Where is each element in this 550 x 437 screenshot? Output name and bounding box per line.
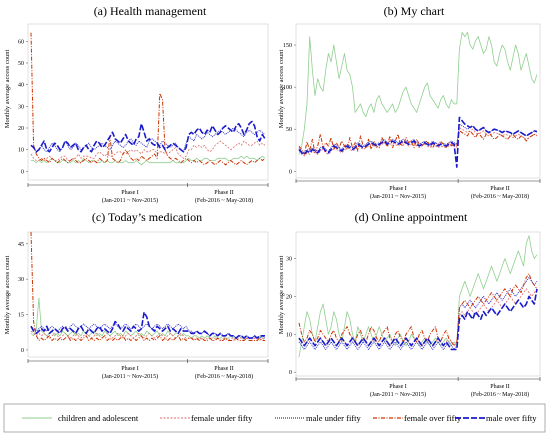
phase2-range: (Feb-2016 ~ May-2018) <box>195 373 253 380</box>
plot-frame <box>295 231 541 377</box>
legend-label-female-over-fifty: female over fifty <box>404 413 462 423</box>
y-tick-label: 50 <box>18 61 24 67</box>
legend-label-children: children and adolescent <box>58 413 139 423</box>
panel-online-appointment: (d) Online appointment Monthly average a… <box>278 210 541 398</box>
series-line-male_u50 <box>298 277 538 350</box>
phase1-label: Phase I <box>121 190 139 196</box>
legend: children and adolescent female under fif… <box>3 403 546 433</box>
y-tick-label: 45 <box>18 242 24 248</box>
phase2-label: Phase II <box>214 190 234 196</box>
y-axis-label: Monthly average access count <box>278 50 285 129</box>
series-line-children <box>31 155 266 166</box>
series-line-female_u50 <box>30 330 266 341</box>
series-line-female_o50 <box>30 231 265 341</box>
legend-box <box>3 403 546 433</box>
y-tick-label: 0 <box>289 370 292 376</box>
series-line-female_u50 <box>298 127 538 157</box>
panel-title: (d) Online appointment <box>355 210 468 224</box>
y-axis-label: Monthly average access count <box>278 256 285 335</box>
phase1-range: (Jan-2011 ~ Nov-2015) <box>370 391 426 398</box>
legend-label-female-under-fifty: female under fifty <box>191 413 253 423</box>
y-tick-label: 10 <box>18 148 24 154</box>
y-tick-label: 10 <box>286 332 292 338</box>
phase2-label: Phase II <box>214 366 234 372</box>
phase1-label: Phase I <box>389 384 407 390</box>
y-tick-label: 30 <box>18 104 24 110</box>
series-line-female_o50 <box>30 32 266 166</box>
panel-my-chart: (b) My chart Monthly average access coun… <box>278 4 541 200</box>
y-tick-label: 40 <box>18 83 24 89</box>
legend-label-male-under-fifty: male under fifty <box>306 413 362 423</box>
phase1-range: (Jan-2011 ~ Nov-2015) <box>102 197 158 204</box>
y-tick-label: 30 <box>286 257 292 263</box>
phase1-label: Phase I <box>121 366 139 372</box>
series-line-children <box>298 32 538 155</box>
series-line-female_u50 <box>30 140 266 161</box>
series-line-female_o50 <box>298 273 538 347</box>
y-tick-label: 50 <box>286 127 292 133</box>
series-line-male_o50 <box>30 120 266 153</box>
y-tick-label: 60 <box>18 39 24 45</box>
y-tick-label: 20 <box>286 294 292 300</box>
phase2-range: (Feb-2016 ~ May-2018) <box>471 391 529 398</box>
y-tick-label: 30 <box>18 277 24 283</box>
y-tick-label: 150 <box>283 43 292 49</box>
series-line-children <box>30 297 265 339</box>
panel-health-management: (a) Health management Monthly average ac… <box>4 4 269 204</box>
phase2-range: (Feb-2016 ~ May-2018) <box>471 193 529 200</box>
y-tick-label: 0 <box>289 169 292 175</box>
y-axis-label: Monthly average access count <box>4 50 11 129</box>
phase1-range: (Jan-2011 ~ Nov-2015) <box>102 373 158 380</box>
plot-frame <box>27 23 269 181</box>
y-tick-label: 20 <box>18 126 24 132</box>
panel-todays-medication: (c) Today’s medication Monthly average a… <box>4 210 269 380</box>
phase1-label: Phase I <box>389 186 407 192</box>
series-line-male_o50 <box>298 116 538 168</box>
y-axis-label: Monthly average access count <box>4 256 11 335</box>
plot-frame <box>27 231 269 358</box>
series-line-male_o50 <box>30 311 265 339</box>
series-line-male_u50 <box>30 127 266 153</box>
panel-title: (a) Health management <box>94 4 207 18</box>
phase1-range: (Jan-2011 ~ Nov-2015) <box>370 193 426 200</box>
y-tick-label: 15 <box>18 313 24 319</box>
phase2-label: Phase II <box>490 384 510 390</box>
y-tick-label: 100 <box>283 85 292 91</box>
series-line-female_u50 <box>298 288 538 347</box>
series-line-female_o50 <box>298 130 538 155</box>
series-line-male_o50 <box>298 288 538 351</box>
panel-title: (b) My chart <box>384 4 445 18</box>
plot-frame <box>295 23 541 179</box>
y-tick-label: 0 <box>21 348 24 354</box>
phase2-label: Phase II <box>490 186 510 192</box>
panel-title: (c) Today’s medication <box>92 210 202 224</box>
phase2-range: (Feb-2016 ~ May-2018) <box>195 197 253 204</box>
legend-label-male-over-fifty: male over fifty <box>486 413 537 423</box>
y-tick-label: 0 <box>21 169 24 175</box>
